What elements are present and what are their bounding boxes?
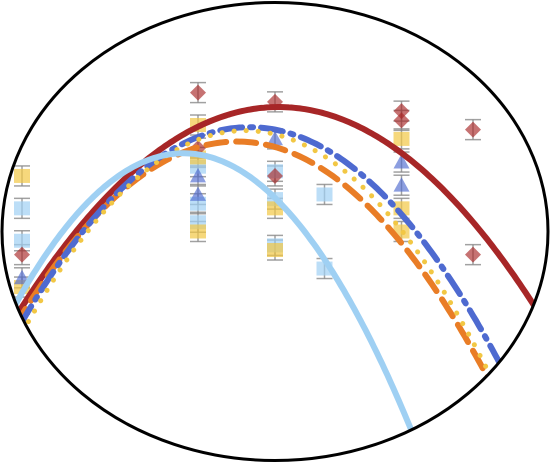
data-point-triangle: [190, 186, 206, 201]
data-point-diamond: [267, 167, 283, 184]
data-point-square: [393, 131, 410, 146]
data-point-triangle: [393, 154, 410, 169]
data-point-diamond: [393, 103, 410, 120]
data-point-triangle: [267, 130, 283, 146]
trendline-solid: [2, 150, 548, 461]
data-point-triangle: [393, 177, 410, 192]
data-point-diamond: [190, 84, 206, 101]
data-point-square: [14, 168, 30, 183]
plot-area: [2, 81, 548, 461]
data-point-square: [14, 233, 30, 248]
trendline-dashdot: [2, 124, 548, 461]
data-point-square: [190, 224, 206, 239]
trendline-solid: [2, 104, 548, 346]
data-point-diamond: [465, 246, 481, 263]
data-point-diamond: [465, 121, 481, 138]
data-point-diamond: [393, 112, 410, 129]
data-point-triangle: [190, 167, 206, 183]
data-point-square: [267, 243, 283, 258]
data-point-square: [316, 187, 333, 202]
data-point-square: [14, 201, 30, 216]
data-point-diamond: [14, 246, 30, 263]
